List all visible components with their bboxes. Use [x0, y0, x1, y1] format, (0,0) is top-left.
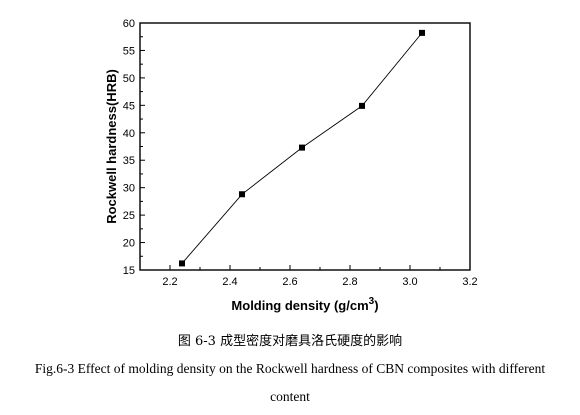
data-point-0 [179, 260, 185, 267]
data-point-2 [299, 144, 305, 151]
y-tick-label-7: 50 [123, 73, 135, 85]
data-point-3 [359, 102, 365, 109]
caption-chinese: 图 6-3 成型密度对磨具洛氏硬度的影响 [177, 334, 403, 349]
x-tick-label-4: 3.0 [402, 276, 417, 288]
x-axis-title: Molding density (g/cm3) [231, 296, 378, 313]
y-tick-label-5: 40 [123, 128, 135, 140]
x-tick-label-3: 2.8 [342, 276, 357, 288]
data-points [179, 29, 425, 267]
y-axis: 15 20 25 30 35 40 45 50 55 60 [123, 18, 145, 277]
x-axis-title-close: ) [374, 298, 378, 313]
caption-english-line2: content [270, 389, 310, 404]
caption-english-line1: Fig.6-3 Effect of molding density on the… [34, 361, 546, 376]
y-axis-title: Rockwell hardness(HRB) [104, 69, 119, 224]
x-tick-label-1: 2.4 [222, 276, 237, 288]
data-point-4 [419, 29, 425, 36]
data-point-1 [239, 191, 245, 198]
y-tick-label-6: 45 [123, 100, 135, 112]
y-tick-label-0: 15 [123, 265, 135, 277]
x-axis: 2.2 2.4 2.6 2.8 3.0 3.2 [139, 265, 478, 288]
x-tick-label-5: 3.2 [462, 276, 477, 288]
x-axis-title-main: Molding density (g/cm [231, 298, 368, 313]
y-tick-label-2: 25 [123, 210, 135, 222]
y-tick-label-9: 60 [123, 18, 135, 30]
y-tick-label-4: 35 [123, 155, 135, 167]
y-tick-label-1: 20 [123, 238, 135, 250]
x-tick-label-0: 2.2 [162, 276, 177, 288]
x-tick-label-2: 2.6 [282, 276, 297, 288]
y-tick-label-8: 55 [123, 45, 135, 57]
x-axis-title-superscript: 3 [369, 296, 375, 307]
y-tick-label-3: 30 [123, 183, 135, 195]
